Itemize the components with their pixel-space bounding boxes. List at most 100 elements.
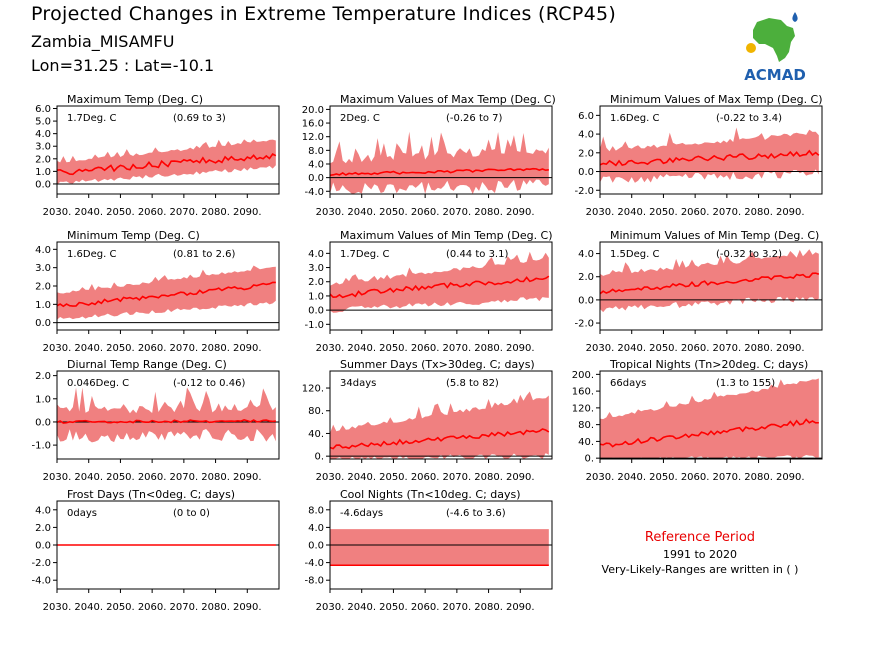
x-tick-label: 2030. [43, 207, 72, 218]
x-tick-label: 2040. [617, 472, 646, 483]
uncertainty-band-5 [330, 251, 549, 313]
x-tick-label: 2070. [443, 472, 472, 483]
x-tick-label: 2080. [744, 343, 773, 354]
x-tick-label: 2080. [474, 207, 503, 218]
y-tick-label: -4.0 [304, 187, 324, 198]
x-tick-label: 2070. [443, 602, 472, 613]
y-tick-label: -2.0 [574, 319, 594, 330]
plot-frame-9 [599, 370, 823, 460]
x-tick-label: 2040. [74, 602, 103, 613]
x-tick-label: 2040. [617, 343, 646, 354]
y-tick-label: 6.0 [578, 111, 594, 122]
x-tick-label: 2030. [43, 472, 72, 483]
africa-shape [753, 18, 795, 62]
x-tick-label: 2060. [681, 472, 710, 483]
y-tick-label: 1.0 [308, 291, 324, 302]
y-tick-label: 4.0 [35, 245, 51, 256]
x-tick-label: 2050. [106, 602, 135, 613]
panel-title: Maximum Values of Min Temp (Deg. C) [340, 229, 553, 242]
x-tick-label: 2090. [233, 343, 262, 354]
x-tick-label: 2060. [411, 207, 440, 218]
y-tick-label: 4.0 [308, 159, 324, 170]
x-tick-label: 2030. [316, 602, 345, 613]
sun-dot [746, 43, 756, 53]
x-tick-label: 2030. [316, 207, 345, 218]
x-tick-label: 2060. [138, 472, 167, 483]
x-tick-label: 2050. [106, 343, 135, 354]
panel-title: Summer Days (Tx>30deg. C; days) [340, 358, 535, 371]
plot-frame-5 [329, 241, 553, 331]
y-tick-label: 2.0 [308, 277, 324, 288]
panel-value-label: -4.6days [340, 508, 383, 519]
panel-title: Diurnal Temp Range (Deg. C) [67, 358, 227, 371]
x-tick-label: 2080. [201, 602, 230, 613]
y-tick-label: 0.0 [308, 306, 324, 317]
x-tick-label: 2030. [586, 207, 615, 218]
median-line-8 [329, 428, 550, 450]
x-tick-label: 2040. [347, 472, 376, 483]
x-tick-label: 2060. [411, 602, 440, 613]
logo-text: ACMAD [744, 66, 806, 84]
x-tick-label: 2040. [74, 207, 103, 218]
panel-value-label: 0days [67, 508, 97, 519]
y-tick-label: 80. [578, 420, 594, 431]
x-tick-label: 2060. [138, 207, 167, 218]
x-tick-label: 2090. [506, 472, 535, 483]
y-tick-label: 3.0 [35, 142, 51, 153]
panel-title: Minimum Temp (Deg. C) [67, 229, 200, 242]
acmad-logo: ACMAD [744, 12, 806, 84]
plot-frame-8 [329, 370, 553, 460]
y-tick-label: 0. [314, 452, 324, 463]
median-line-9 [599, 418, 819, 448]
plot-frame-3 [599, 105, 823, 195]
y-tick-label: 0.0 [35, 179, 51, 190]
x-tick-label: 2060. [138, 343, 167, 354]
x-tick-label: 2090. [506, 207, 535, 218]
station-coords: Lon=31.25 : Lat=-10.1 [31, 56, 215, 75]
panel-value-label: 66days [610, 378, 646, 389]
y-tick-label: 2.0 [35, 154, 51, 165]
x-tick-label: 2060. [411, 472, 440, 483]
y-tick-label: 1.0 [35, 300, 51, 311]
x-tick-label: 2050. [379, 343, 408, 354]
uncertainty-band-1 [57, 139, 276, 185]
y-tick-label: 3.0 [308, 263, 324, 274]
panel-title: Tropical Nights (Tn>20deg. C; days) [609, 358, 808, 371]
uncertainty-band-11 [330, 529, 549, 566]
x-tick-label: 2040. [74, 343, 103, 354]
median-line-2 [329, 167, 549, 177]
x-tick-label: 2090. [233, 207, 262, 218]
x-tick-label: 2090. [776, 207, 805, 218]
y-tick-label: -1.0 [31, 441, 51, 452]
plot-frame-1 [56, 105, 280, 195]
panel-range-label: (-4.6 to 3.6) [446, 508, 506, 519]
y-tick-label: -2.0 [574, 186, 594, 197]
x-tick-label: 2070. [170, 343, 199, 354]
y-tick-label: 200. [572, 370, 594, 381]
x-tick-label: 2060. [681, 343, 710, 354]
x-tick-label: 2080. [474, 602, 503, 613]
page-title: Projected Changes in Extreme Temperature… [31, 3, 617, 25]
panel-range-label: (-0.22 to 3.4) [716, 113, 782, 124]
uncertainty-band-9 [600, 378, 819, 459]
y-tick-label: 0.0 [35, 318, 51, 329]
reference-period-title: Reference Period [644, 530, 756, 545]
uncertainty-band-8 [330, 391, 549, 459]
x-tick-label: 2090. [506, 602, 535, 613]
x-tick-label: 2080. [201, 343, 230, 354]
y-tick-label: 2.0 [578, 272, 594, 283]
y-tick-label: 120. [302, 384, 324, 395]
panel-value-label: 1.6Deg. C [610, 113, 659, 124]
panel-value-label: 1.5Deg. C [610, 249, 659, 260]
panel-title: Maximum Values of Max Temp (Deg. C) [340, 93, 556, 106]
x-tick-label: 2090. [776, 343, 805, 354]
y-tick-label: 0.0 [308, 541, 324, 552]
x-tick-label: 2050. [649, 207, 678, 218]
x-tick-label: 2080. [201, 472, 230, 483]
panel-value-label: 34days [340, 378, 376, 389]
y-tick-label: 40. [578, 437, 594, 448]
reference-period-note: Very-Likely-Ranges are written in ( ) [601, 563, 799, 576]
x-tick-label: 2070. [713, 343, 742, 354]
panel-range-label: (0 to 0) [173, 508, 210, 519]
y-tick-label: 4.0 [578, 249, 594, 260]
